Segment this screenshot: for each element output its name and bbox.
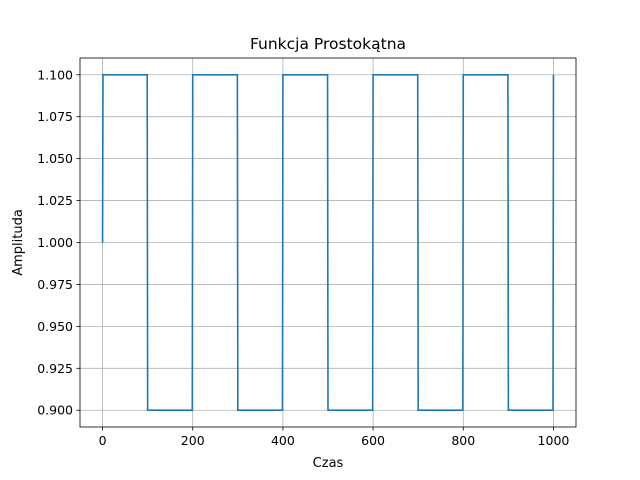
square-wave-line [101,73,555,412]
x-tick-label: 800 [451,433,475,448]
y-tick-label: 1.100 [37,67,73,82]
y-tick-label: 1.075 [37,109,73,124]
y-tick-label: 0.950 [37,319,73,334]
x-tick-label: 400 [271,433,295,448]
x-tick-label: 0 [99,433,107,448]
y-tick-label: 0.900 [37,403,73,418]
y-tick-label: 0.975 [37,277,73,292]
x-tick-label: 600 [361,433,385,448]
x-tick-label: 1000 [538,433,570,448]
chart-title: Funkcja Prostokątna [250,35,406,53]
y-tick-label: 1.000 [37,235,73,250]
y-tick-label: 1.050 [37,151,73,166]
series-layer [101,73,555,412]
y-tick-label: 0.925 [37,361,73,376]
y-axis: 0.900 0.925 0.950 0.975 1.000 1.025 1.050 1.075… [37,67,80,418]
x-axis-title: Czas [313,456,344,471]
x-axis: 0 200 400 600 800 1000 [99,427,570,448]
x-tick-label: 200 [181,433,205,448]
y-axis-title: Amplituda [11,209,26,276]
y-tick-label: 1.025 [37,193,73,208]
